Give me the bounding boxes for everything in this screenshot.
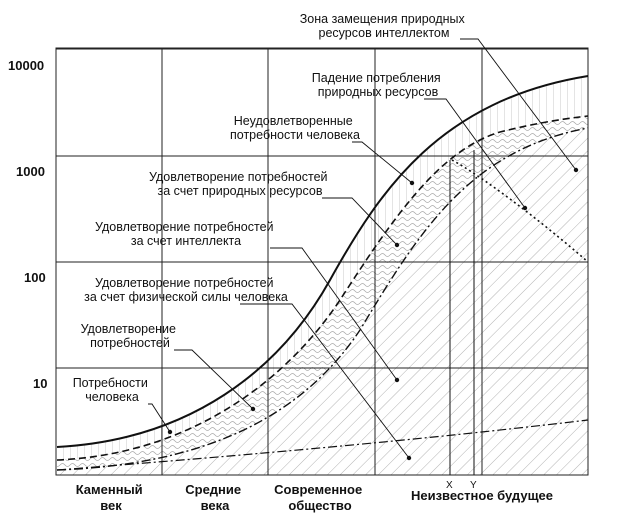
leader-consumption-decline xyxy=(424,98,526,209)
era-unknown-future: Неизвестное будущее xyxy=(411,488,553,503)
y-tick-100: 100 xyxy=(24,270,46,285)
dot-human-needs xyxy=(167,429,173,435)
dot-consumption-decline xyxy=(522,205,528,211)
dot-satisfaction xyxy=(250,406,256,412)
leader-replacement-zone xyxy=(460,38,577,171)
dot-natural-resources xyxy=(394,242,400,248)
label-intellect: Удовлетворение потребностей за счет инте… xyxy=(95,220,277,248)
dot-replacement-zone xyxy=(573,167,579,173)
label-natural-resources: Удовлетворение потребностей за счет прир… xyxy=(149,170,331,198)
label-physical-strength: Удовлетворение потребностей за счет физи… xyxy=(84,276,288,304)
label-consumption-decline: Падение потребления природных ресурсов xyxy=(312,71,444,99)
label-human-needs: Потребности человека xyxy=(73,376,152,404)
y-axis-ticks: 10000 1000 100 10 xyxy=(8,58,47,391)
leader-dots xyxy=(167,167,579,461)
curve-human-needs xyxy=(56,75,589,448)
dot-unsatisfied-needs xyxy=(409,180,415,186)
era-modern-society: Современное общество xyxy=(274,482,366,513)
leader-lines xyxy=(148,38,577,459)
curve-satisfaction-total xyxy=(56,115,589,461)
intellect-zone-area xyxy=(57,128,588,475)
era-stone-age: Каменный век xyxy=(76,482,147,513)
era-labels: Каменный век Средние века Современное об… xyxy=(76,482,553,513)
label-satisfaction: Удовлетворение потребностей xyxy=(81,322,180,350)
y-tick-10000: 10000 xyxy=(8,58,44,73)
era-middle-ages: Средние века xyxy=(185,482,245,513)
marker-y-label: Y xyxy=(470,480,477,491)
dot-intellect xyxy=(394,377,400,383)
dot-physical-strength xyxy=(406,455,412,461)
curve-physical-strength xyxy=(56,419,589,471)
xy-markers xyxy=(449,150,475,475)
leader-physical-strength xyxy=(240,303,410,459)
grid xyxy=(55,47,589,476)
y-tick-10: 10 xyxy=(33,376,47,391)
label-replacement-zone: Зона замещения природных ресурсов интелл… xyxy=(300,12,469,40)
leader-intellect xyxy=(270,247,398,381)
marker-x-label: X xyxy=(446,480,453,491)
leader-human-needs xyxy=(148,403,171,433)
leader-natural-resources xyxy=(322,197,398,246)
leader-satisfaction xyxy=(174,349,254,410)
label-unsatisfied-needs: Неудовлетворенные потребности человека xyxy=(230,114,360,142)
annotations: Зона замещения природных ресурсов интелл… xyxy=(73,12,469,404)
leader-unsatisfied-needs xyxy=(352,141,413,184)
y-tick-1000: 1000 xyxy=(16,164,45,179)
